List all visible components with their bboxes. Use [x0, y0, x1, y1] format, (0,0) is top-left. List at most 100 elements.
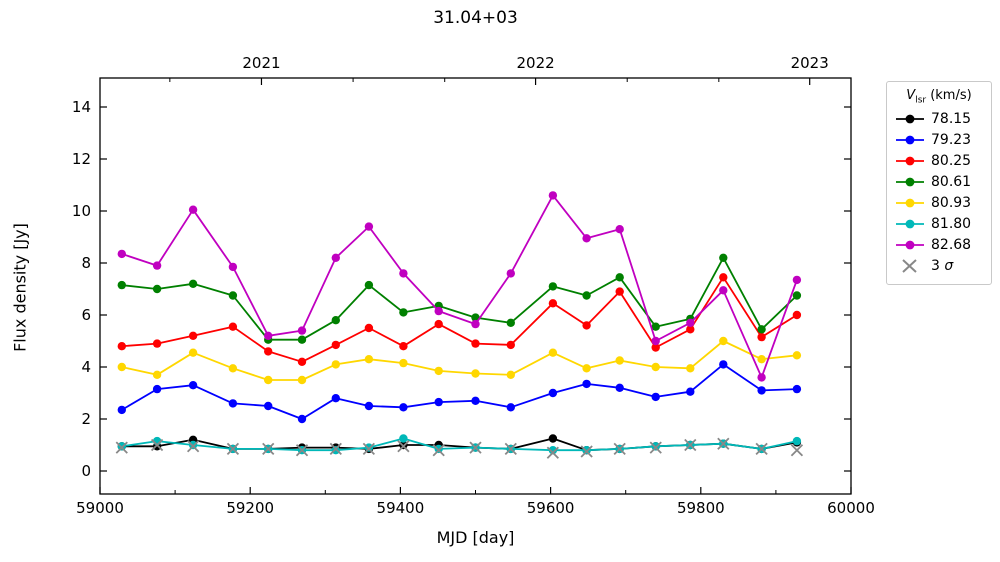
data-point-81.80 — [331, 446, 340, 455]
legend-entry-81.80: 81.80 — [895, 214, 983, 235]
line-marker-icon — [896, 177, 924, 187]
data-point-79.23 — [651, 392, 660, 402]
legend-title-units: (km/s) — [926, 88, 972, 103]
data-point-80.61 — [188, 279, 198, 288]
data-point-79.23 — [506, 403, 515, 412]
y-axis-tick-label: 2 — [81, 410, 91, 428]
data-point-80.93 — [615, 356, 624, 365]
legend-entry-80.25: 80.25 — [895, 151, 983, 172]
data-point-82.68 — [399, 269, 408, 278]
data-point-78.15 — [548, 434, 558, 443]
data-point-80.25 — [686, 325, 695, 334]
data-point-82.68 — [757, 373, 766, 382]
x-axis-tick-label: 59200 — [226, 499, 274, 517]
data-point-81.80 — [399, 434, 408, 443]
page-title: 31.04+03 — [433, 8, 518, 28]
sigma-marker — [186, 440, 200, 453]
data-point-80.25 — [434, 319, 443, 329]
line-marker-icon — [896, 114, 924, 124]
line-marker-icon — [896, 219, 924, 229]
data-point-80.25 — [117, 342, 127, 351]
data-point-79.23 — [582, 379, 591, 389]
data-point-80.93 — [117, 362, 127, 372]
data-point-80.93 — [264, 375, 273, 385]
legend-entry-label: 80.25 — [931, 153, 972, 170]
data-point-79.23 — [471, 396, 480, 405]
series-line-80.25 — [121, 276, 798, 363]
data-point-81.80 — [188, 440, 198, 450]
data-point-82.68 — [651, 336, 660, 346]
x-axis-label: MJD [day] — [436, 528, 515, 547]
data-point-80.25 — [331, 340, 340, 350]
sigma-marker — [717, 437, 730, 450]
data-point-80.61 — [364, 280, 374, 290]
data-point-82.68 — [506, 269, 515, 278]
sigma-marker — [115, 441, 128, 454]
legend-entry-label: 79.23 — [931, 132, 972, 149]
data-point-79.23 — [399, 403, 408, 412]
sigma-marker — [504, 442, 517, 456]
sigma-marker — [295, 444, 309, 457]
x-axis-tick-label: 59600 — [527, 499, 575, 517]
legend-entry-3-sigma: 3 σ — [895, 256, 983, 277]
sigma-marker — [613, 442, 626, 456]
data-point-81.80 — [548, 446, 558, 455]
sigma-marker — [432, 444, 445, 457]
data-point-79.23 — [331, 394, 340, 403]
data-point-80.61 — [719, 253, 728, 262]
y-axis-tick-label: 4 — [81, 358, 91, 376]
legend-entry-label: 82.68 — [931, 237, 972, 254]
sigma-marker — [790, 444, 804, 457]
data-point-80.93 — [364, 355, 374, 364]
data-point-79.23 — [434, 397, 443, 407]
data-point-80.25 — [364, 323, 374, 333]
data-point-79.23 — [152, 384, 162, 394]
data-point-79.23 — [719, 360, 728, 369]
data-point-80.93 — [331, 360, 340, 369]
legend-entry-label: 78.15 — [931, 111, 972, 128]
data-point-80.25 — [264, 347, 273, 356]
data-point-80.61 — [331, 316, 340, 325]
data-point-80.93 — [792, 351, 802, 360]
data-point-81.80 — [434, 444, 443, 454]
line-marker-icon — [896, 240, 924, 250]
sigma-marker — [580, 445, 593, 458]
data-point-80.61 — [399, 308, 408, 317]
series-line-80.93 — [121, 340, 797, 381]
sigma-marker — [546, 446, 559, 459]
x-axis-tick-label: 59400 — [377, 499, 425, 517]
data-point-79.23 — [228, 399, 238, 408]
data-point-80.93 — [434, 366, 443, 376]
legend-entry-80.93: 80.93 — [895, 193, 983, 214]
series-line-79.23 — [121, 363, 797, 420]
data-point-80.61 — [548, 282, 558, 291]
data-point-82.68 — [582, 234, 591, 243]
legend-title-symbol: V — [906, 88, 916, 103]
data-point-80.61 — [615, 273, 624, 282]
data-point-82.68 — [331, 253, 340, 262]
data-point-80.25 — [506, 340, 515, 350]
data-point-78.15 — [399, 440, 408, 450]
data-point-81.80 — [792, 436, 802, 446]
series-line-81.80 — [121, 437, 798, 452]
legend-entry-78.15: 78.15 — [895, 109, 983, 130]
data-point-80.25 — [757, 332, 766, 342]
legend-entry-80.61: 80.61 — [895, 172, 983, 193]
data-point-82.68 — [228, 262, 238, 272]
data-point-80.25 — [471, 339, 480, 348]
data-point-80.61 — [297, 335, 307, 344]
legend-entry-label: 3 σ — [931, 258, 954, 275]
sigma-marker — [684, 438, 697, 452]
x-axis-tick-label: 59800 — [677, 499, 725, 517]
line-marker-icon — [896, 156, 924, 166]
data-point-82.68 — [792, 275, 802, 285]
data-point-80.93 — [228, 364, 238, 373]
sigma-marker — [226, 442, 240, 456]
sigma-marker — [469, 441, 482, 454]
data-point-79.23 — [188, 381, 198, 390]
data-point-80.93 — [188, 348, 198, 357]
legend-entry-82.68: 82.68 — [895, 235, 983, 256]
sigma-marker — [362, 442, 375, 456]
legend: Vlsr (km/s) 78.15 79.23 80.25 80.61 80.93 81.… — [886, 81, 992, 285]
